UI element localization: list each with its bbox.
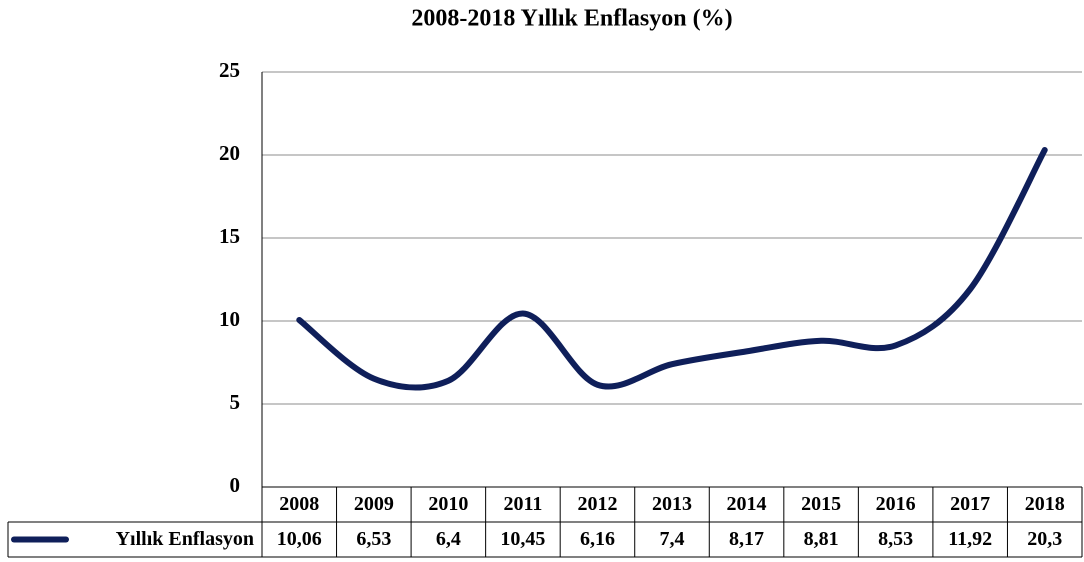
data-label: 8,17 — [729, 528, 764, 550]
data-label: 6,16 — [580, 528, 615, 550]
data-label: 6,4 — [436, 528, 461, 550]
data-label: 20,3 — [1027, 528, 1062, 550]
x-tick-label: 2010 — [428, 493, 468, 515]
x-tick-label: 2014 — [727, 493, 767, 515]
y-tick-label: 10 — [219, 307, 240, 331]
y-tick-label: 0 — [230, 473, 241, 497]
data-label: 10,06 — [277, 528, 322, 550]
x-tick-label: 2017 — [950, 493, 990, 515]
data-label: 8,53 — [878, 528, 913, 550]
x-tick-label: 2015 — [801, 493, 841, 515]
x-tick-label: 2013 — [652, 493, 692, 515]
line — [296, 147, 1048, 391]
x-tick-label: 2009 — [354, 493, 394, 515]
data-label: 10,45 — [500, 528, 545, 550]
data-label: 11,92 — [948, 528, 992, 550]
y-tick-label: 20 — [219, 141, 240, 165]
y-tick-label: 5 — [230, 390, 241, 414]
legend-label: Yıllık Enflasyon — [116, 528, 254, 550]
y-tick-label: 25 — [219, 58, 240, 82]
x-tick-label: 2011 — [503, 493, 542, 515]
data-label: 6,53 — [356, 528, 391, 550]
x-tick-label: 2018 — [1025, 493, 1065, 515]
x-tick-label: 2012 — [577, 493, 617, 515]
chart-title: 2008-2018 Yıllık Enflasyon (%) — [411, 6, 732, 32]
x-tick-label: 2008 — [279, 493, 319, 515]
x-tick-label: 2016 — [876, 493, 916, 515]
data-label: 8,81 — [804, 528, 839, 550]
y-tick-label: 15 — [219, 224, 240, 248]
data-label: 7,4 — [660, 528, 685, 550]
